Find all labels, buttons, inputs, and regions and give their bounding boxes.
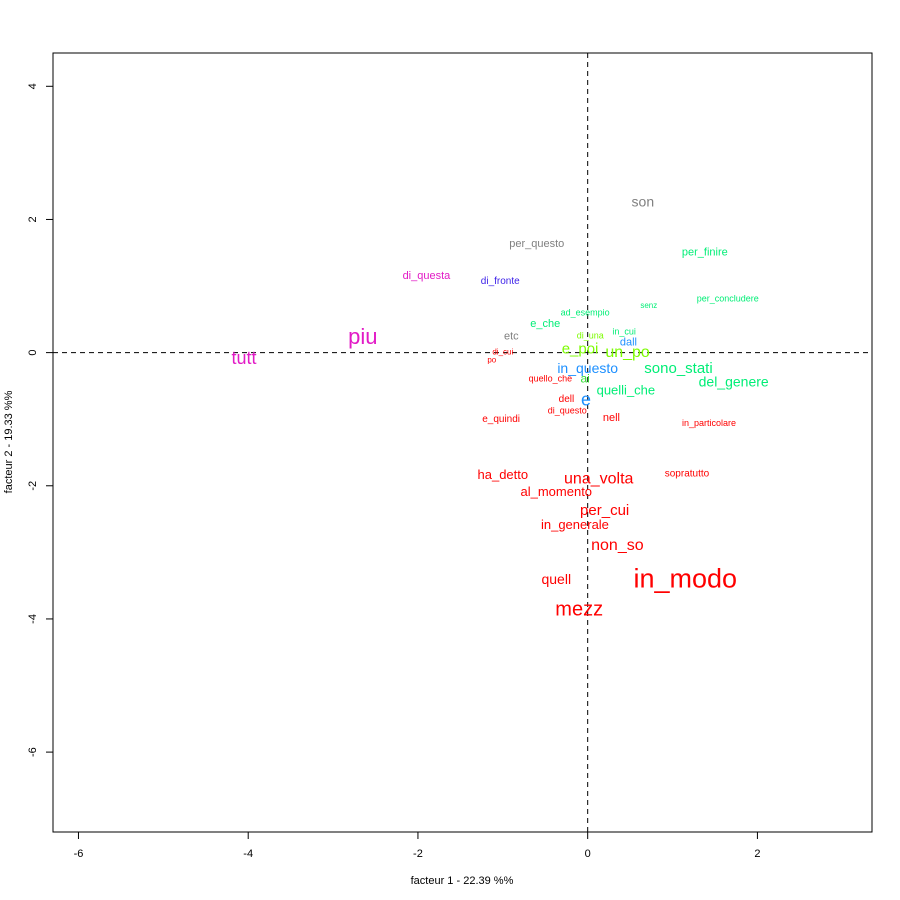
y-tick-label: -2 bbox=[27, 481, 39, 491]
point-label: e_che bbox=[530, 318, 560, 330]
point-label: ai bbox=[580, 371, 589, 385]
y-axis-label: facteur 2 - 19.33 %% bbox=[3, 390, 15, 493]
point-label: in_cui bbox=[612, 326, 636, 336]
point-label: sono_stati bbox=[644, 360, 712, 377]
point-label: mezz bbox=[555, 599, 603, 621]
y-tick-label: 4 bbox=[27, 83, 39, 89]
point-label: di_questa bbox=[403, 270, 452, 282]
plot-frame bbox=[52, 52, 873, 833]
point-label: di_questo bbox=[548, 406, 587, 416]
point-label: di_cui bbox=[492, 348, 513, 357]
point-label: quelli_che bbox=[597, 383, 656, 398]
point-label: non_so bbox=[591, 537, 644, 554]
point-label: un_po bbox=[605, 344, 650, 361]
x-tick-label: 0 bbox=[585, 848, 591, 860]
point-label: per_cui bbox=[580, 502, 629, 519]
point-label: e_poi bbox=[562, 340, 599, 357]
point-label: quello_che bbox=[529, 374, 573, 384]
point-label: quell bbox=[541, 571, 571, 587]
point-label: del_genere bbox=[699, 373, 769, 389]
point-label: nell bbox=[603, 412, 620, 424]
x-axis-label: facteur 1 - 22.39 %% bbox=[411, 875, 514, 887]
x-tick-label: -6 bbox=[74, 848, 84, 860]
point-label: e_quindi bbox=[482, 414, 520, 425]
point-label: senz bbox=[640, 301, 657, 310]
point-label: per_finire bbox=[682, 247, 728, 259]
point-label: sopratutto bbox=[665, 468, 710, 479]
point-label: piu bbox=[348, 324, 377, 349]
point-label: per_concludere bbox=[697, 294, 759, 304]
x-tick-label: 2 bbox=[754, 848, 760, 860]
point-label: in_particolare bbox=[682, 418, 736, 428]
y-tick-label: -4 bbox=[27, 614, 39, 624]
point-label: in_generale bbox=[541, 517, 609, 532]
point-label: al_momento bbox=[521, 484, 593, 499]
point-label: po bbox=[487, 356, 496, 365]
x-tick-label: -2 bbox=[413, 848, 423, 860]
point-label: una_volta bbox=[564, 470, 633, 487]
point-label: di_fronte bbox=[481, 276, 520, 287]
point-label: ad_esempio bbox=[561, 308, 610, 318]
point-label: di_una bbox=[577, 330, 604, 340]
point-label: in_questo bbox=[557, 360, 618, 376]
point-label: etc bbox=[504, 331, 519, 343]
axes-layer: -6 -4 -2 0 2 -6 -4 -2 0 2 4 bbox=[27, 52, 873, 860]
point-label: tutt bbox=[231, 348, 256, 368]
y-tick-label: -6 bbox=[27, 747, 39, 757]
point-label: per_questo bbox=[509, 238, 564, 250]
point-label: ha_detto bbox=[478, 467, 529, 482]
point-label: dell bbox=[559, 394, 575, 405]
x-tick-label: -4 bbox=[243, 848, 253, 860]
y-tick-label: 0 bbox=[27, 350, 39, 356]
point-label: dall bbox=[620, 337, 637, 349]
point-label: e bbox=[581, 389, 591, 409]
point-label: in_modo bbox=[633, 563, 737, 593]
y-tick-label: 2 bbox=[27, 216, 39, 222]
point-label: son bbox=[632, 194, 655, 210]
